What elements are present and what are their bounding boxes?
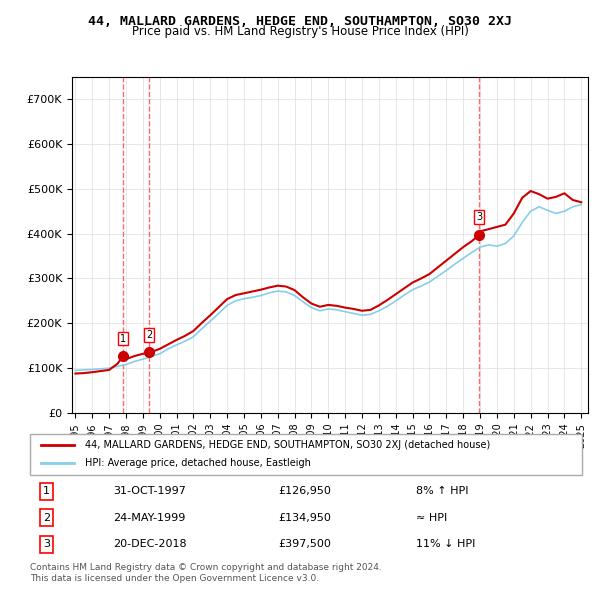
Text: 24-MAY-1999: 24-MAY-1999 — [113, 513, 185, 523]
Text: HPI: Average price, detached house, Eastleigh: HPI: Average price, detached house, East… — [85, 458, 311, 468]
Text: 11% ↓ HPI: 11% ↓ HPI — [416, 539, 476, 549]
Text: 20-DEC-2018: 20-DEC-2018 — [113, 539, 187, 549]
Text: ≈ HPI: ≈ HPI — [416, 513, 448, 523]
Text: 44, MALLARD GARDENS, HEDGE END, SOUTHAMPTON, SO30 2XJ: 44, MALLARD GARDENS, HEDGE END, SOUTHAMP… — [88, 15, 512, 28]
FancyBboxPatch shape — [30, 434, 582, 475]
Text: 3: 3 — [476, 212, 482, 222]
Text: 1: 1 — [120, 333, 126, 343]
Text: £134,950: £134,950 — [278, 513, 331, 523]
Text: £126,950: £126,950 — [278, 486, 331, 496]
Text: 1: 1 — [43, 486, 50, 496]
Text: 3: 3 — [43, 539, 50, 549]
Text: 44, MALLARD GARDENS, HEDGE END, SOUTHAMPTON, SO30 2XJ (detached house): 44, MALLARD GARDENS, HEDGE END, SOUTHAMP… — [85, 440, 490, 450]
Text: 2: 2 — [43, 513, 50, 523]
Text: Contains HM Land Registry data © Crown copyright and database right 2024.
This d: Contains HM Land Registry data © Crown c… — [30, 563, 382, 583]
Text: £397,500: £397,500 — [278, 539, 331, 549]
Text: 2: 2 — [146, 330, 152, 340]
Text: 31-OCT-1997: 31-OCT-1997 — [113, 486, 185, 496]
Text: 8% ↑ HPI: 8% ↑ HPI — [416, 486, 469, 496]
Text: Price paid vs. HM Land Registry's House Price Index (HPI): Price paid vs. HM Land Registry's House … — [131, 25, 469, 38]
